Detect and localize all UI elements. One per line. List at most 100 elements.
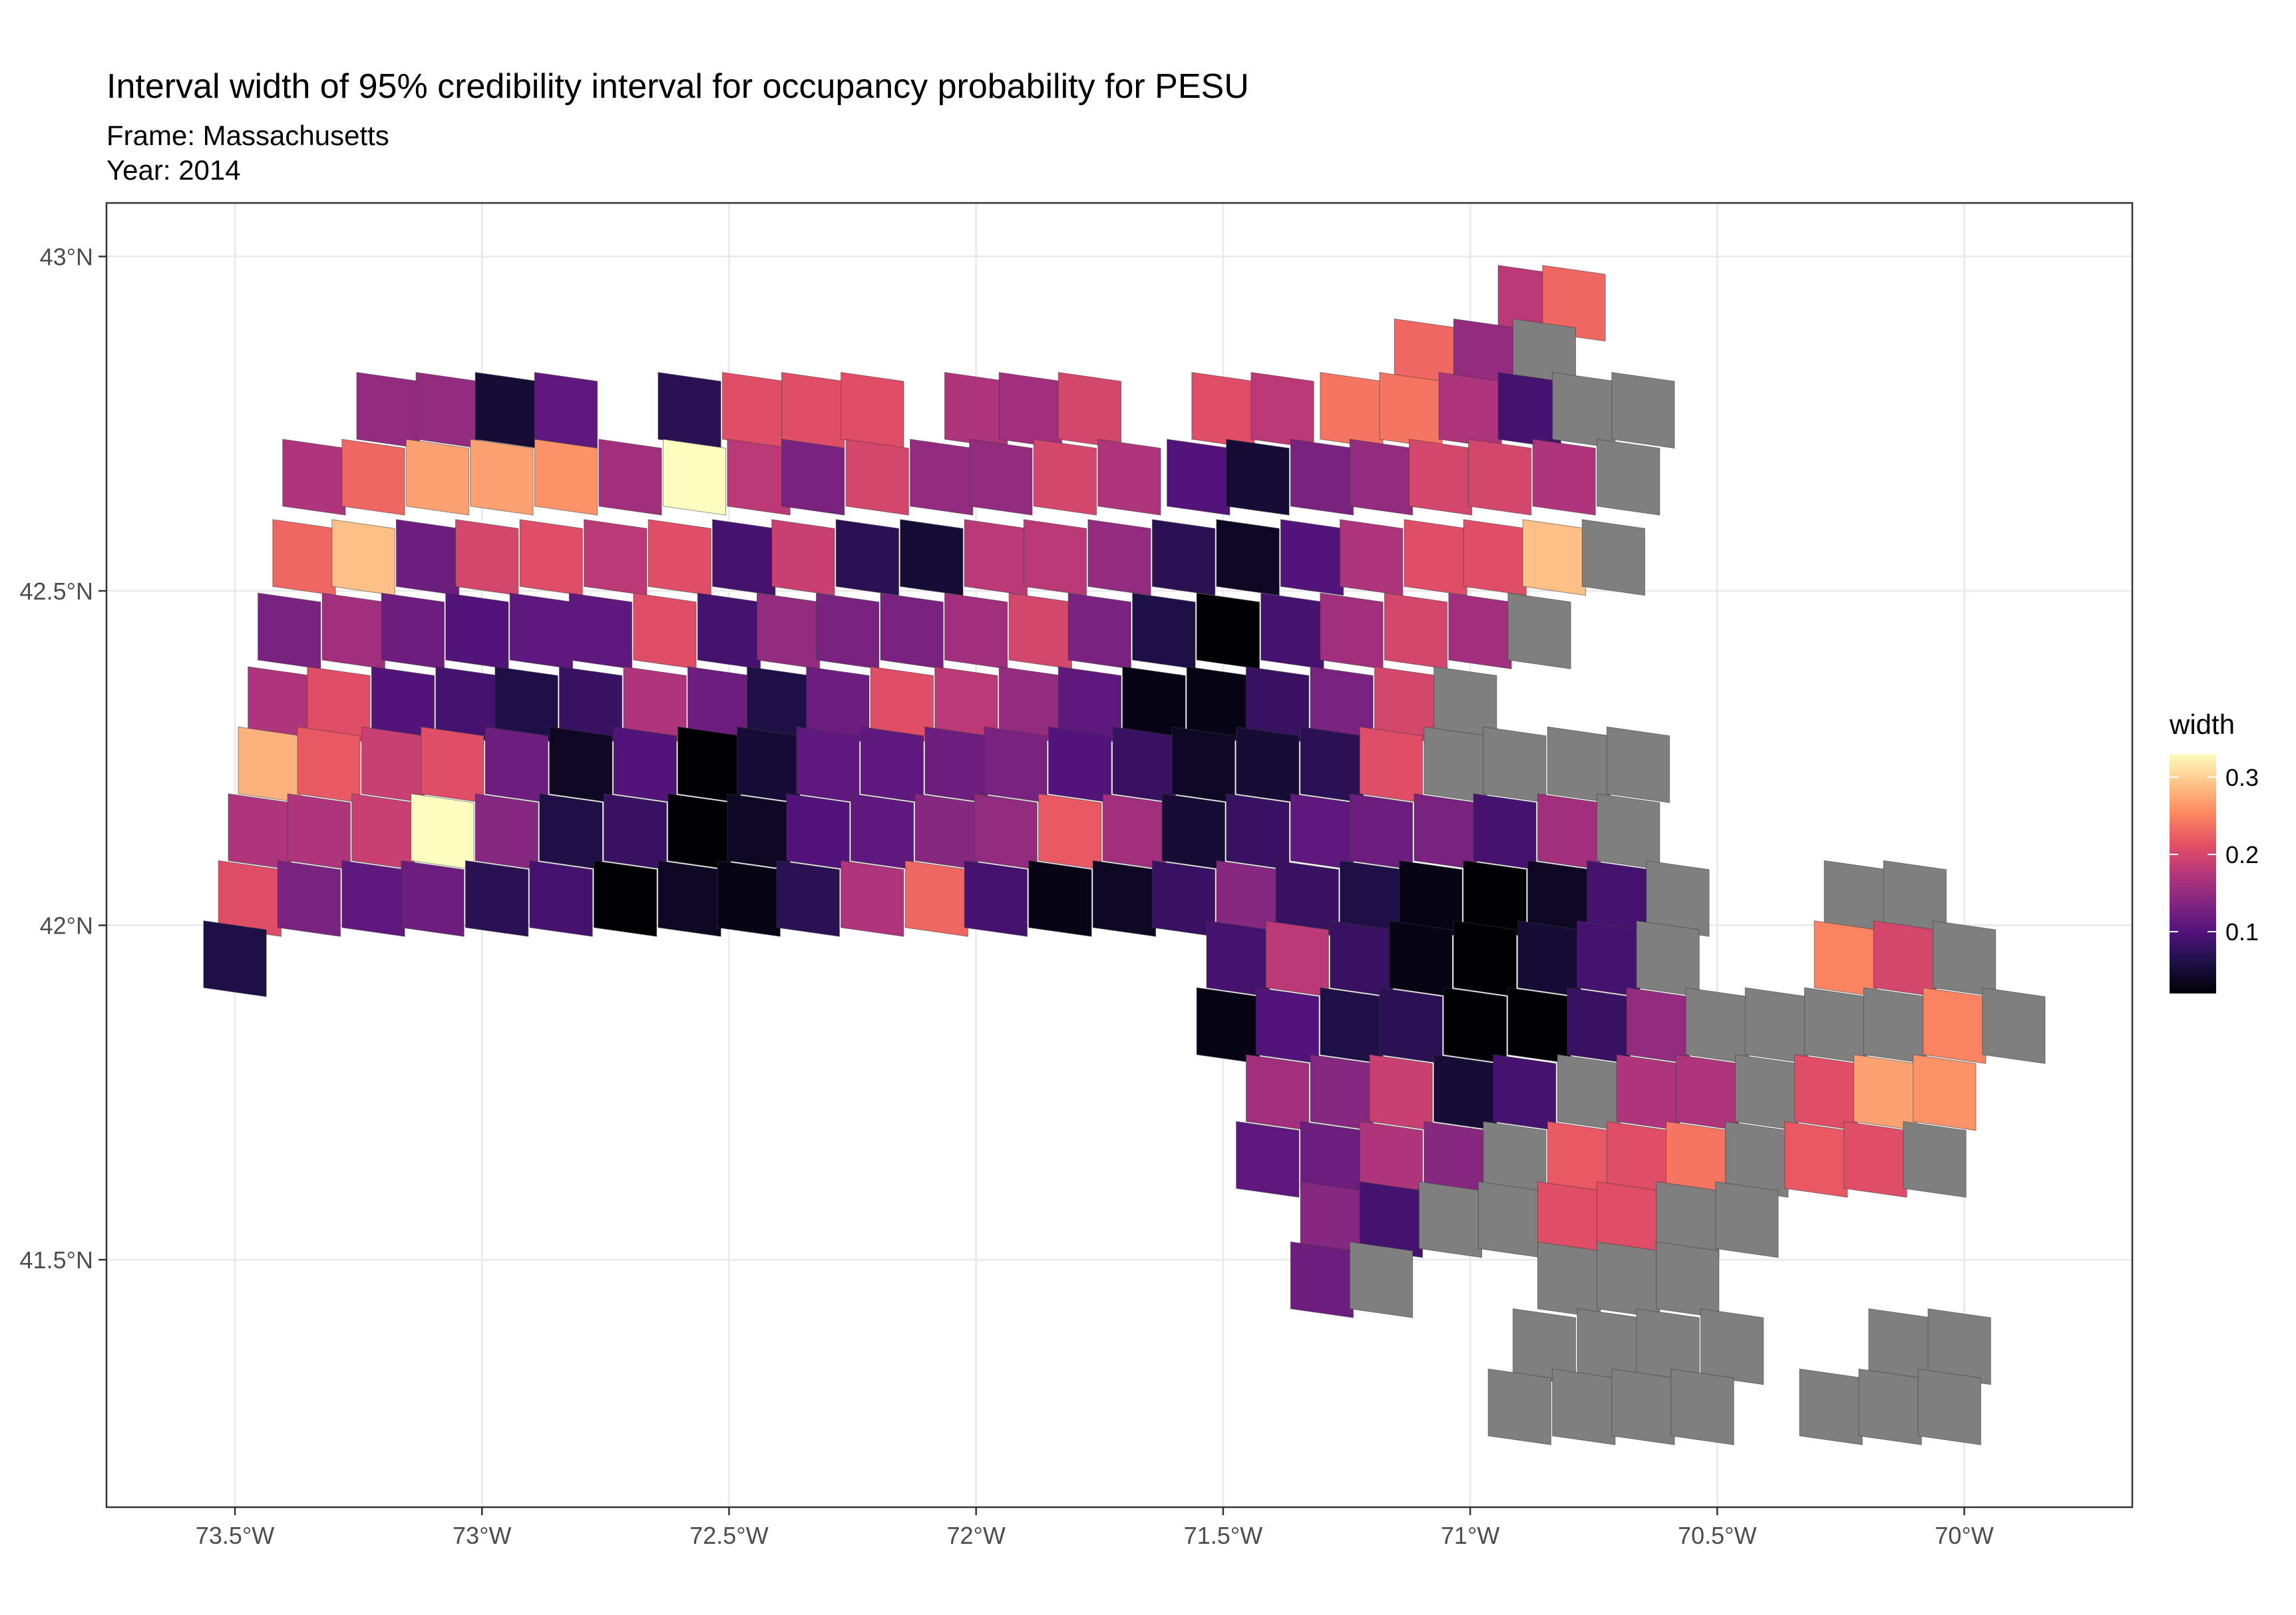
grid-cell-2-6	[781, 372, 845, 449]
grid-cell-2-14	[1379, 372, 1443, 449]
grid-cell-9-14	[1092, 860, 1157, 937]
grid-cell-2-2	[475, 372, 538, 449]
grid-cell-12-8	[1735, 1054, 1799, 1131]
grid-cell-7-6	[613, 726, 677, 803]
grid-cell-5-3	[445, 592, 509, 669]
grid-cell-14-2	[1418, 1181, 1483, 1258]
grid-cell-4-14	[1151, 519, 1216, 596]
chart-subtitle: Frame: Massachusetts Year: 2014	[106, 118, 389, 188]
grid-cell-4-17	[1340, 519, 1404, 596]
grid-cell-2-7	[841, 372, 904, 449]
grid-cell-12-9	[1794, 1054, 1858, 1131]
grid-cell-5-12	[1008, 592, 1072, 669]
grid-cell-7-4	[484, 726, 548, 803]
grid-cell-7-16	[1236, 726, 1300, 803]
grid-cell-11-6	[1567, 987, 1630, 1064]
grid-cell-7-22	[1606, 726, 1670, 803]
grid-cell-3-4	[534, 439, 598, 516]
grid-cell-11-0	[1196, 987, 1260, 1064]
grid-cell-2-5	[722, 372, 786, 449]
grid-cell-7-15	[1171, 726, 1235, 803]
grid-cell-4-21	[1581, 519, 1646, 596]
grid-cell-7-20	[1483, 726, 1547, 803]
grid-cell-9-11	[904, 860, 968, 937]
grid-cell-3-20	[1532, 439, 1596, 516]
grid-cell-3-11	[969, 439, 1033, 516]
grid-cell-2-4	[658, 372, 721, 449]
grid-cell-15-1	[1349, 1241, 1414, 1318]
grid-cell-8-0	[228, 793, 291, 870]
grid-cell-10-0	[203, 920, 267, 997]
grid-cell-11-5	[1507, 987, 1571, 1064]
grid-cell-12-1	[1310, 1054, 1374, 1131]
grid-cell-13-0	[1236, 1121, 1300, 1198]
grid-cell-3-19	[1468, 439, 1532, 516]
grid-cell-10-8	[1636, 920, 1700, 997]
grid-cell-17-2	[1611, 1368, 1675, 1445]
grid-cell-10-11	[1932, 920, 1997, 997]
grid-cell-9-4	[465, 860, 529, 937]
x-tick-label-0: 73.5°W	[196, 1522, 274, 1549]
grid-cell-11-3	[1379, 987, 1443, 1064]
grid-cell-4-7	[712, 519, 776, 596]
grid-cell-11-11	[1863, 987, 1927, 1064]
x-tick-label-2: 72.5°W	[689, 1522, 768, 1549]
grid-cell-14-3	[1477, 1181, 1542, 1258]
grid-cell-7-12	[984, 726, 1048, 803]
grid-cell-17-6	[1917, 1368, 1981, 1445]
grid-cell-8-7	[668, 793, 731, 870]
grid-cell-7-11	[924, 726, 988, 803]
grid-cell-3-8	[781, 439, 845, 516]
grid-cell-5-10	[880, 592, 944, 669]
grid-cell-4-1	[331, 519, 395, 596]
x-tick-label-4: 71.5°W	[1184, 1522, 1262, 1549]
grid-cell-13-8	[1725, 1121, 1789, 1198]
grid-cell-7-13	[1048, 726, 1112, 803]
legend: width 0.1 0.2 0.3	[2169, 709, 2259, 993]
grid-cell-8-19	[1414, 793, 1477, 870]
grid-cell-10-9	[1814, 920, 1877, 997]
grid-cell-16-5	[1927, 1308, 1991, 1385]
grid-cell-5-19	[1448, 592, 1512, 669]
grid-cell-9-7	[658, 860, 721, 937]
grid-cell-4-12	[1023, 519, 1087, 596]
grid-cell-3-21	[1597, 439, 1660, 516]
grid-cell-4-20	[1522, 519, 1586, 596]
subtitle-year: Year: 2014	[106, 154, 241, 186]
grid-cell-3-5	[598, 439, 662, 516]
grid-cell-8-12	[974, 793, 1038, 870]
grid-cell-9-5	[529, 860, 593, 937]
grid-cell-10-3	[1330, 920, 1394, 997]
grid-cell-3-15	[1226, 439, 1290, 516]
grid-cell-2-1	[415, 372, 479, 449]
grid-cell-8-9	[786, 793, 850, 870]
grid-cell-17-4	[1799, 1368, 1863, 1445]
grid-cell-4-10	[900, 519, 964, 596]
grid-cell-12-4	[1493, 1054, 1557, 1131]
grid-cell-7-14	[1112, 726, 1176, 803]
grid-cell-2-10	[1057, 372, 1122, 449]
grid-cell-4-13	[1087, 519, 1151, 596]
grid-cell-3-2	[405, 439, 470, 516]
grid-cell-9-0	[218, 860, 282, 937]
y-tick-label-0: 41.5°N	[20, 1246, 93, 1274]
grid-cell-15-3	[1597, 1241, 1660, 1318]
grid-cell-2-13	[1320, 372, 1384, 449]
x-tick-label-3: 72°W	[946, 1522, 1005, 1549]
grid-cell-4-9	[835, 519, 899, 596]
grid-cell-11-8	[1685, 987, 1749, 1064]
grid-cell-3-13	[1097, 439, 1161, 516]
grid-cell-3-10	[910, 439, 974, 516]
legend-tick-label-2: 0.3	[2225, 764, 2259, 791]
grid-cell-8-22	[1597, 793, 1660, 870]
grid-cell-5-17	[1320, 592, 1384, 669]
grid-cell-5-14	[1132, 592, 1196, 669]
grid-cell-13-11	[1903, 1121, 1967, 1198]
grid-cell-7-10	[860, 726, 924, 803]
grid-cell-8-18	[1349, 793, 1414, 870]
grid-cell-3-17	[1349, 439, 1414, 516]
grid-cell-13-9	[1784, 1121, 1848, 1198]
grid-cell-3-7	[727, 439, 791, 516]
grid-cell-15-4	[1656, 1241, 1720, 1318]
grid-cell-9-13	[1028, 860, 1092, 937]
